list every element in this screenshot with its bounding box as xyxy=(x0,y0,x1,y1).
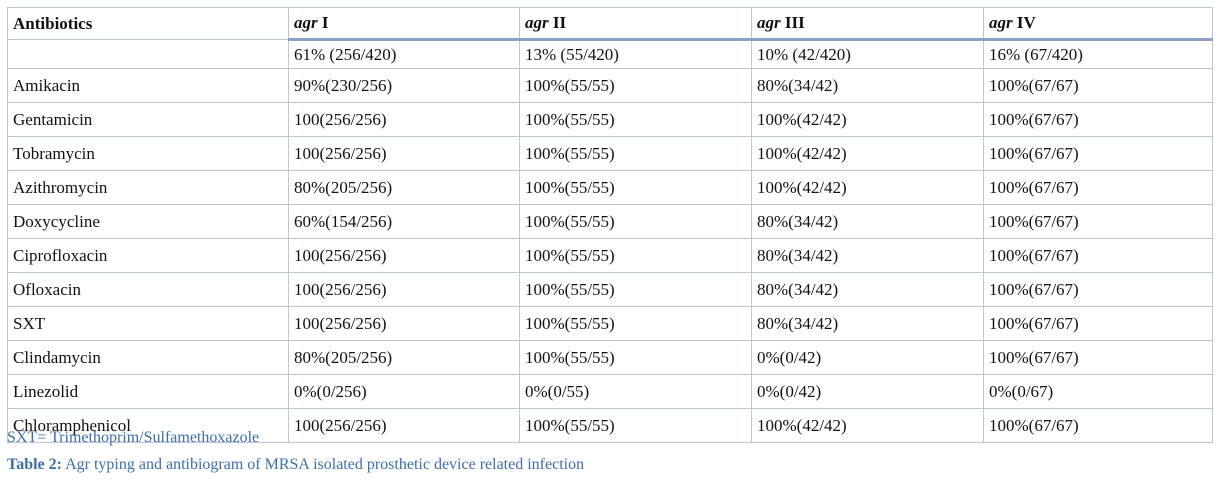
susceptibility-cell: 0%(0/42) xyxy=(751,374,984,409)
header-agr-prefix: agr xyxy=(525,13,549,32)
susceptibility-cell: 100%(55/55) xyxy=(519,102,752,137)
antibiotic-name-cell: Gentamicin xyxy=(7,102,289,137)
susceptibility-cell: 100%(55/55) xyxy=(519,136,752,171)
header-agr-1: agr I xyxy=(288,7,520,41)
antibiotic-name-cell: Ofloxacin xyxy=(7,272,289,307)
susceptibility-cell: 100%(67/67) xyxy=(983,340,1213,375)
susceptibility-cell: 100%(55/55) xyxy=(519,408,752,443)
susceptibility-cell: 80%(34/42) xyxy=(751,238,984,273)
susceptibility-cell: 100(256/256) xyxy=(288,306,520,341)
header-agr-4: agr IV xyxy=(983,7,1213,41)
susceptibility-cell: 100%(67/67) xyxy=(983,306,1213,341)
susceptibility-cell: 80%(34/42) xyxy=(751,306,984,341)
susceptibility-cell: 100%(55/55) xyxy=(519,68,752,103)
table-row: Azithromycin 80%(205/256) 100%(55/55) 100%(… xyxy=(7,170,1213,205)
header-agr-roman: IV xyxy=(1012,13,1036,32)
caption-text: Agr typing and antibiogram of MRSA isola… xyxy=(61,456,585,473)
susceptibility-cell: 100(256/256) xyxy=(288,136,520,171)
susceptibility-cell: 100%(67/67) xyxy=(983,68,1213,103)
prevalence-row: 61% (256/420) 13% (55/420) 10% (42/420) … xyxy=(7,39,1213,69)
caption-label: Table 2: xyxy=(7,456,62,473)
table-row: Ofloxacin 100(256/256) 100%(55/55) 80%(34/4… xyxy=(7,272,1213,307)
susceptibility-cell: 100%(42/42) xyxy=(751,170,984,205)
susceptibility-cell: 100%(55/55) xyxy=(519,272,752,307)
table-row: Tobramycin 100(256/256) 100%(55/55) 100%(42… xyxy=(7,136,1213,171)
susceptibility-cell: 100%(67/67) xyxy=(983,102,1213,137)
header-agr-prefix: agr xyxy=(757,13,781,32)
antibiogram-table: Antibiotics agr I agr II agr III agr IV … xyxy=(7,7,1213,443)
susceptibility-cell: 100%(55/55) xyxy=(519,306,752,341)
susceptibility-cell: 100%(67/67) xyxy=(983,238,1213,273)
susceptibility-cell: 100(256/256) xyxy=(288,272,520,307)
antibiotic-name-cell: Clindamycin xyxy=(7,340,289,375)
prevalence-cell: 10% (42/420) xyxy=(751,39,984,69)
susceptibility-cell: 100%(55/55) xyxy=(519,238,752,273)
susceptibility-cell: 100%(67/67) xyxy=(983,408,1213,443)
header-agr-roman: III xyxy=(780,13,805,32)
table-header-row: Antibiotics agr I agr II agr III agr IV xyxy=(7,7,1213,41)
susceptibility-cell: 100%(55/55) xyxy=(519,204,752,239)
table-row: Linezolid 0%(0/256) 0%(0/55) 0%(0/42) 0%(0/6… xyxy=(7,374,1213,409)
susceptibility-cell: 80%(34/42) xyxy=(751,204,984,239)
susceptibility-cell: 100%(67/67) xyxy=(983,170,1213,205)
prevalence-cell: 61% (256/420) xyxy=(288,39,520,69)
antibiotic-name-cell: Ciprofloxacin xyxy=(7,238,289,273)
susceptibility-cell: 100(256/256) xyxy=(288,408,520,443)
susceptibility-cell: 80%(205/256) xyxy=(288,170,520,205)
table-row: SXT 100(256/256) 100%(55/55) 80%(34/42) 100%… xyxy=(7,306,1213,341)
header-agr-prefix: agr xyxy=(989,13,1013,32)
header-agr-prefix: agr xyxy=(294,13,318,32)
table-caption: Table 2: Agr typing and antibiogram of M… xyxy=(7,456,584,474)
susceptibility-cell: 100%(42/42) xyxy=(751,136,984,171)
prevalence-cell: 16% (67/420) xyxy=(983,39,1213,69)
table-row: Doxycycline 60%(154/256) 100%(55/55) 80%(34… xyxy=(7,204,1213,239)
header-agr-2: agr II xyxy=(519,7,752,41)
antibiotic-name-cell: Linezolid xyxy=(7,374,289,409)
table-row: Gentamicin 100(256/256) 100%(55/55) 100%(42… xyxy=(7,102,1213,137)
antibiotic-name-cell: Tobramycin xyxy=(7,136,289,171)
susceptibility-cell: 100(256/256) xyxy=(288,102,520,137)
susceptibility-cell: 0%(0/42) xyxy=(751,340,984,375)
susceptibility-cell: 80%(205/256) xyxy=(288,340,520,375)
table-row: Amikacin 90%(230/256) 100%(55/55) 80%(34/42… xyxy=(7,68,1213,103)
footnote: SXT= Trimethoprim/Sulfamethoxazole xyxy=(7,429,260,446)
susceptibility-cell: 100%(55/55) xyxy=(519,340,752,375)
table-row: Clindamycin 80%(205/256) 100%(55/55) 0%(0/4… xyxy=(7,340,1213,375)
susceptibility-cell: 100%(67/67) xyxy=(983,204,1213,239)
susceptibility-cell: 100%(42/42) xyxy=(751,408,984,443)
susceptibility-cell: 80%(34/42) xyxy=(751,68,984,103)
susceptibility-cell: 80%(34/42) xyxy=(751,272,984,307)
table-row: Ciprofloxacin 100(256/256) 100%(55/55) 80%(… xyxy=(7,238,1213,273)
header-agr-roman: I xyxy=(317,13,329,32)
antibiotic-name-cell: Azithromycin xyxy=(7,170,289,205)
susceptibility-cell: 0%(0/256) xyxy=(288,374,520,409)
susceptibility-cell: 100%(55/55) xyxy=(519,170,752,205)
antibiotic-name-cell: Chloramphenicol xyxy=(7,408,289,443)
susceptibility-cell: 100%(67/67) xyxy=(983,272,1213,307)
susceptibility-cell: 90%(230/256) xyxy=(288,68,520,103)
susceptibility-cell: 100%(42/42) xyxy=(751,102,984,137)
susceptibility-cell: 60%(154/256) xyxy=(288,204,520,239)
header-agr-3: agr III xyxy=(751,7,984,41)
susceptibility-cell: 0%(0/55) xyxy=(519,374,752,409)
susceptibility-cell: 0%(0/67) xyxy=(983,374,1213,409)
header-antibiotics: Antibiotics xyxy=(7,7,289,40)
prevalence-cell: 13% (55/420) xyxy=(519,39,752,69)
antibiotic-name-cell: Doxycycline xyxy=(7,204,289,239)
prevalence-empty-cell xyxy=(7,39,289,69)
table-row: Chloramphenicol 100(256/256) 100%(55/55) 10… xyxy=(7,408,1213,443)
antibiotic-name-cell: SXT xyxy=(7,306,289,341)
susceptibility-cell: 100%(67/67) xyxy=(983,136,1213,171)
susceptibility-cell: 100(256/256) xyxy=(288,238,520,273)
antibiotic-name-cell: Amikacin xyxy=(7,68,289,103)
header-agr-roman: II xyxy=(548,13,567,32)
